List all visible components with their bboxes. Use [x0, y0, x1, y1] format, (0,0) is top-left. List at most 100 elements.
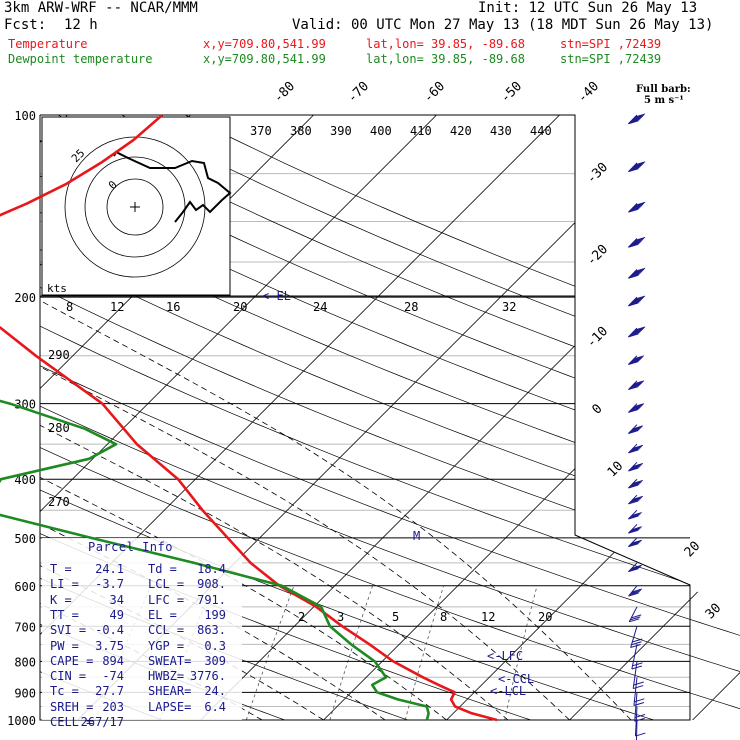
isotherm-label: -70 — [345, 79, 372, 106]
pressure-tick-label: 100 — [14, 109, 36, 123]
isotherm-label: -40 — [575, 79, 602, 106]
wind-barb — [630, 626, 643, 648]
wind-barb — [631, 644, 643, 670]
parcel-info-cell: LFC = — [148, 592, 185, 607]
isotherm-label: -20 — [584, 242, 611, 269]
dry-adiabat — [40, 115, 740, 720]
hodograph-trace — [113, 150, 232, 223]
dry-adiabat — [40, 115, 740, 720]
parcel-level-mark: <-CCL — [498, 672, 534, 686]
moist-adiabat — [40, 296, 570, 720]
parcel-info-cell: 3776. — [189, 669, 226, 684]
pressure-tick-label: 200 — [14, 291, 36, 305]
parcel-info-cell: 309 — [204, 653, 226, 668]
mixing-ratio-label: 5 — [392, 610, 399, 624]
isotherm-label: 10 — [605, 459, 627, 481]
mixing-ratio-label: 12 — [481, 610, 495, 624]
theta-e-label: 390 — [330, 124, 352, 138]
dry-adiabat — [40, 115, 740, 720]
parcel-level-mark: <-LFC — [487, 649, 523, 663]
dewpoint-legend-name: Dewpoint temperature — [8, 52, 153, 66]
temperature-station: stn=SPI ,72439 — [560, 37, 662, 51]
wind-barb — [628, 161, 646, 173]
parcel-info-cell: TT = — [50, 607, 79, 622]
wind-barb — [628, 524, 642, 534]
speed-tick-label: 28 — [404, 300, 418, 314]
valid-time: Valid: 00 UTC Mon 27 May 13 (18 MDT Sun … — [292, 17, 714, 33]
parcel-info-cell: 199 — [204, 607, 226, 622]
isotherm-line — [40, 115, 437, 720]
wind-barb — [628, 267, 646, 279]
isotherm-label: -30 — [584, 160, 611, 187]
speed-tick-label: 16 — [166, 300, 180, 314]
plot-frame — [39, 114, 691, 721]
parcel-info-cell: SREH = — [50, 699, 94, 714]
parcel-info-cell: 24.1 — [95, 562, 124, 576]
wind-barb — [633, 677, 645, 706]
mixing-ratio-label: 3 — [337, 610, 344, 624]
forecast-hour: 12 h — [64, 17, 98, 33]
dewpoint-station: stn=SPI ,72439 — [560, 52, 662, 66]
theta-e-label: 430 — [490, 124, 512, 138]
parcel-info-cell: 6.4 — [204, 699, 226, 714]
parcel-info-cell: 894 — [102, 653, 124, 668]
wind-barb — [628, 380, 645, 391]
parcel-info-cell: HWBZ= — [148, 669, 185, 684]
isotherm-label: 20 — [682, 539, 704, 561]
isotherm-label: -60 — [421, 79, 448, 106]
hodograph-box — [41, 116, 231, 296]
parcel-info-cell: 49 — [109, 607, 124, 622]
dewpoint-legend: Dewpoint temperature — [8, 52, 153, 66]
pressure-tick-label: 800 — [14, 655, 36, 669]
parcel-info-cell: CCL = — [148, 623, 185, 638]
hodograph-ring — [84, 156, 186, 258]
temperature-xy: x,y=709.80,541.99 — [203, 37, 326, 51]
wind-barb — [635, 719, 638, 740]
dewpoint-trace — [0, 399, 430, 721]
theta-label: 270 — [48, 495, 70, 509]
wind-barb — [628, 326, 646, 338]
wind-barb — [628, 585, 642, 597]
isotherm-label: 0 — [589, 401, 605, 417]
hodograph-ring — [106, 178, 164, 236]
parcel-info-cell: LAPSE= — [148, 699, 192, 714]
isotherm-label: -10 — [584, 324, 611, 351]
wind-barb — [634, 706, 646, 737]
barb-note-1: Full barb: — [636, 84, 691, 95]
parcel-info-cell: 3.75 — [95, 638, 124, 653]
pressure-tick-label: 1000 — [7, 714, 36, 728]
mixing-ratio-label: 2 — [298, 610, 305, 624]
wind-barb — [628, 201, 646, 213]
isotherm-line — [569, 115, 740, 720]
dry-adiabat — [40, 115, 740, 720]
theta-e-label: 420 — [450, 124, 472, 138]
wind-barb — [628, 537, 642, 548]
parcel-info-cell: 267/17 — [80, 715, 124, 729]
dry-adiabat — [40, 115, 740, 720]
speed-tick-label: 12 — [110, 300, 124, 314]
temperature-legend-name: Temperature — [8, 37, 88, 51]
wind-barb — [628, 509, 642, 520]
theta-label: 280 — [48, 421, 70, 435]
parcel-level-mark: M — [413, 529, 420, 543]
dry-adiabat — [40, 115, 408, 720]
parcel-level-mark: <-EL — [262, 289, 291, 303]
parcel-info-cell: PW = — [50, 638, 79, 653]
parcel-info-title: Parcel Info — [88, 540, 173, 554]
pressure-tick-label: 900 — [14, 686, 36, 700]
wind-barb — [628, 494, 644, 505]
parcel-info-cell: LI = — [50, 577, 79, 592]
pressure-tick-label: 600 — [14, 580, 36, 594]
dry-adiabat — [40, 115, 740, 720]
wind-barb — [628, 443, 644, 454]
moist-adiabat — [40, 296, 324, 720]
parcel-info-cell: LCL = — [148, 577, 185, 592]
parcel-info-cell: CELL = — [50, 715, 94, 729]
parcel-info-cell: CIN = — [50, 669, 87, 684]
theta-e-label: 410 — [410, 124, 432, 138]
parcel-info-backdrop — [42, 538, 242, 720]
isotherm-label: 30 — [703, 601, 725, 623]
wind-barb — [628, 295, 646, 307]
parcel-info-cell: -74 — [102, 669, 124, 684]
wind-barb — [628, 355, 645, 366]
